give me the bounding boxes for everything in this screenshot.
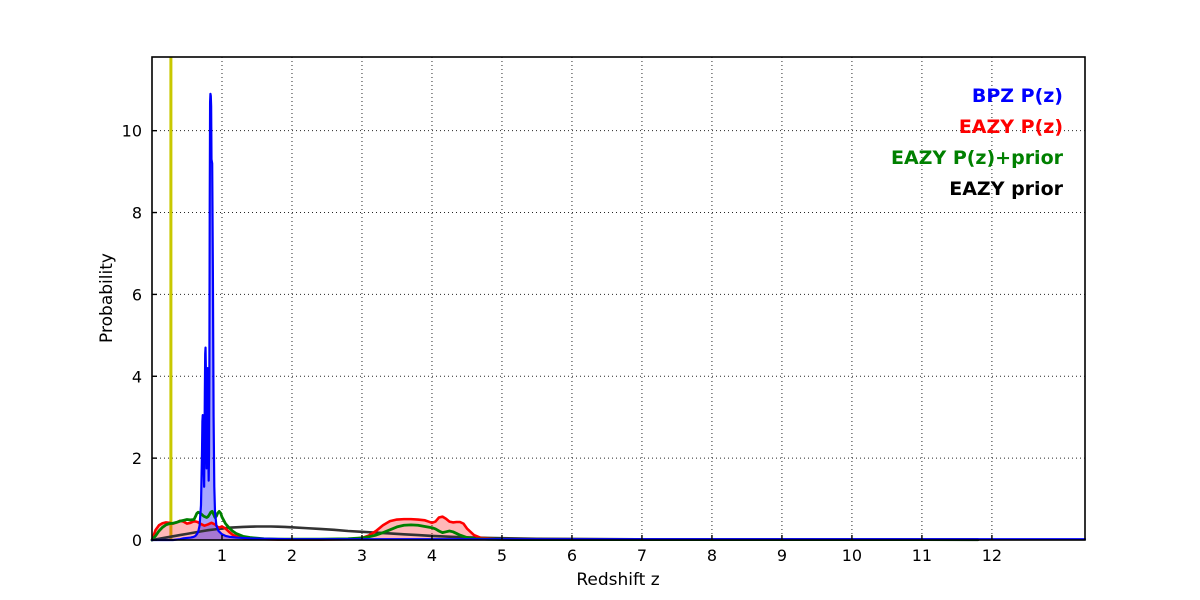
x-axis-title: Redshift z bbox=[576, 570, 659, 590]
x-tick-label: 12 bbox=[982, 546, 1002, 565]
y-tick-label: 2 bbox=[132, 449, 142, 468]
grid-lines bbox=[152, 57, 1085, 540]
x-tick-label: 8 bbox=[707, 546, 717, 565]
legend-item: EAZY P(z) bbox=[959, 116, 1063, 138]
y-tick-label: 8 bbox=[132, 204, 142, 223]
y-tick-label: 6 bbox=[132, 285, 142, 304]
legend: BPZ P(z) EAZY P(z) EAZY P(z)+prior EAZY pri… bbox=[891, 85, 1064, 200]
series-line bbox=[150, 509, 980, 542]
axis-ticks bbox=[152, 129, 993, 541]
plot-frame bbox=[151, 56, 1086, 541]
x-tick-label: 4 bbox=[427, 546, 437, 565]
x-tick-label: 10 bbox=[842, 546, 862, 565]
x-tick-label: 11 bbox=[912, 546, 932, 565]
x-tick-label: 2 bbox=[287, 546, 297, 565]
x-tick-label: 3 bbox=[357, 546, 367, 565]
y-axis-title: Probability bbox=[97, 253, 117, 343]
y-tick-label: 0 bbox=[132, 531, 142, 550]
x-tick-label: 6 bbox=[567, 546, 577, 565]
legend-item: EAZY P(z)+prior bbox=[891, 147, 1064, 169]
legend-item: BPZ P(z) bbox=[972, 85, 1063, 107]
x-tick-label: 9 bbox=[777, 546, 787, 565]
legend-item: EAZY prior bbox=[949, 178, 1063, 200]
axes-frame bbox=[151, 56, 1086, 541]
x-tick-label: 7 bbox=[637, 546, 647, 565]
series-lines bbox=[150, 92, 1087, 542]
y-tick-label: 10 bbox=[122, 122, 142, 141]
x-tick-label: 1 bbox=[217, 546, 227, 565]
y-tick-label: 4 bbox=[132, 367, 142, 386]
x-tick-label: 5 bbox=[497, 546, 507, 565]
series-line bbox=[150, 92, 1087, 542]
